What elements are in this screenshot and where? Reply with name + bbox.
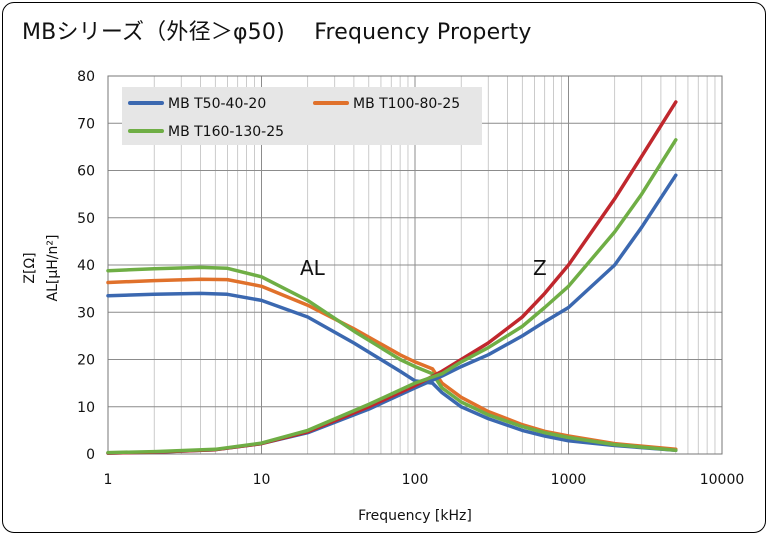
x-tick-label: 100 <box>402 472 429 488</box>
y-tick-label: 20 <box>77 353 95 369</box>
y-tick-label: 40 <box>77 258 95 274</box>
y-tick-label: 30 <box>77 305 95 321</box>
y-tick-label: 70 <box>77 116 95 132</box>
plot-border <box>107 75 723 455</box>
y-axis-label-al: AL[μH/n²] <box>45 235 61 302</box>
chart-title: MBシリーズ（外径＞φ50) Frequency Property <box>22 20 532 45</box>
legend-label: MB T100-80-25 <box>353 96 460 112</box>
series-line-z-mb-t50-40-20 <box>106 173 678 455</box>
y-axis-label-z: Z[Ω] <box>22 252 38 283</box>
series-line-al-mb-t160-130-25 <box>106 265 678 452</box>
annotation-z: Z <box>533 256 547 280</box>
y-tick-label: 50 <box>77 211 95 227</box>
annotation-al: AL <box>300 256 326 280</box>
series-line-al-mb-t50-40-20 <box>106 291 678 452</box>
legend-box <box>122 87 482 145</box>
x-tick-label: 1 <box>104 472 113 488</box>
y-tick-label: 80 <box>77 69 95 85</box>
y-tick-label: 0 <box>86 447 95 463</box>
legend-label: MB T50-40-20 <box>168 96 266 112</box>
x-tick-label: 10000 <box>700 472 745 488</box>
y-tick-label: 60 <box>77 164 95 180</box>
x-tick-label: 1000 <box>551 472 587 488</box>
legend-label: MB T160-130-25 <box>168 124 284 140</box>
x-axis-label: Frequency [kHz] <box>358 508 472 524</box>
series-line-z-mb-t100-80-25 <box>106 100 678 455</box>
series-line-z-mb-t160-130-25 <box>106 138 678 455</box>
x-tick-label: 10 <box>253 472 271 488</box>
y-tick-label: 10 <box>77 400 95 416</box>
